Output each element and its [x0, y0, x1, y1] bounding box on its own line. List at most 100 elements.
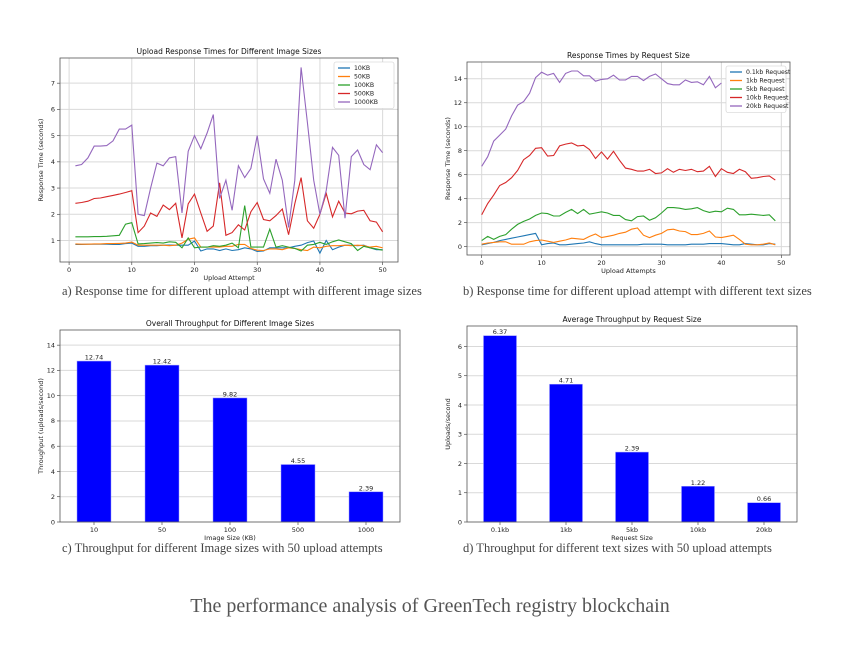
y-axis-label: Response Time (seconds): [444, 117, 452, 200]
y-tick-label: 6: [51, 106, 55, 114]
y-tick-label: 2: [51, 211, 55, 219]
legend-label: 500KB: [354, 91, 374, 98]
y-tick-label: 3: [51, 184, 55, 192]
legend-label: 0.1kb Request: [746, 69, 791, 76]
legend-box: [333, 61, 395, 109]
bar-20kb: [747, 502, 781, 523]
x-axis-label: Upload Attempts: [601, 267, 656, 275]
y-axis-label: Response Time (seconds): [37, 119, 45, 202]
y-tick-label: 12: [47, 367, 55, 375]
bar-500: [280, 464, 316, 523]
legend-label: 50KB: [354, 74, 370, 81]
x-tick-label: 30: [657, 259, 665, 267]
bar-value-label: 4.71: [559, 377, 573, 385]
bar-10: [76, 360, 112, 523]
y-tick-label: 6: [458, 343, 462, 351]
series-line-1kb-request: [481, 227, 776, 246]
y-tick-label: 1: [51, 237, 55, 245]
caption-b: b) Response time for different upload at…: [463, 284, 812, 298]
x-axis-label: Upload Attempt: [203, 274, 255, 282]
series-line-20kb-request: [481, 70, 722, 167]
caption-d: d) Throughput for different text sizes w…: [463, 541, 772, 555]
x-tick-label: 50: [158, 526, 166, 534]
caption-a: a) Response time for different upload at…: [62, 284, 422, 298]
y-tick-label: 8: [458, 147, 462, 155]
y-tick-label: 2: [458, 219, 462, 227]
x-tick-label: 10: [128, 266, 136, 274]
bar-50: [144, 364, 180, 523]
y-tick-label: 4: [458, 195, 462, 203]
bar-1kb: [549, 383, 583, 523]
series-line-50kb: [75, 237, 383, 252]
y-tick-label: 0: [458, 518, 462, 526]
series-line-10kb: [75, 239, 383, 255]
chart-title: Overall Throughput for Different Image S…: [146, 319, 314, 328]
legend-label: 20kb Request: [746, 103, 789, 110]
chart-2: 0 2 4 6 8 10 12 14 0 10 20 30 40 50 0.1kb Request 1kb R…: [444, 51, 791, 275]
legend-label: 10kb Request: [746, 95, 789, 102]
y-tick-label: 6: [51, 443, 55, 451]
y-tick-label: 8: [51, 417, 55, 425]
chart-3: 0 2 4 6 8 10 12 14 12.74 10 12.42 50 9.82 100 4.55 500 2…: [37, 319, 401, 542]
x-tick-label: 10kb: [690, 526, 706, 534]
x-tick-label: 500: [292, 526, 304, 534]
y-tick-label: 0: [51, 518, 55, 526]
bar-100: [212, 397, 248, 523]
bar-1000: [348, 491, 384, 523]
x-tick-label: 20: [597, 259, 605, 267]
series-line-5kb-request: [481, 207, 776, 242]
y-axis-label: Uploads/second: [444, 398, 452, 450]
bar-value-label: 0.66: [757, 495, 771, 503]
series-line-100kb: [75, 205, 383, 252]
y-tick-label: 1: [458, 489, 462, 497]
x-tick-label: 1kb: [560, 526, 572, 534]
bar-10kb: [681, 486, 715, 523]
chart-title: Upload Response Times for Different Imag…: [137, 47, 322, 56]
legend-label: 1kb Request: [746, 78, 785, 85]
y-tick-label: 4: [458, 401, 462, 409]
x-tick-label: 40: [316, 266, 324, 274]
x-tick-label: 20kb: [756, 526, 772, 534]
x-tick-label: 40: [717, 259, 725, 267]
y-tick-label: 4: [51, 468, 55, 476]
chart-4: 0 1 2 3 4 5 6 6.37 0.1kb 4.71 1kb 2.39 5kb 1.22 10kb 0.…: [444, 315, 798, 542]
bar-value-label: 1.22: [691, 479, 705, 487]
x-tick-label: 10: [90, 526, 98, 534]
plot-frame: [59, 329, 401, 523]
bar-value-label: 6.37: [493, 328, 507, 336]
y-tick-label: 10: [47, 392, 55, 400]
plot-frame: [466, 61, 791, 256]
bar-5kb: [615, 451, 649, 523]
y-tick-label: 5: [51, 132, 55, 140]
x-tick-label: 1000: [358, 526, 375, 534]
x-tick-label: 50: [378, 266, 386, 274]
legend-box: [725, 65, 787, 113]
x-axis-label: Image Size (KB): [204, 534, 256, 542]
y-tick-label: 12: [454, 99, 462, 107]
y-tick-label: 6: [458, 171, 462, 179]
x-tick-label: 0.1kb: [491, 526, 509, 534]
chart-title: Average Throughput by Request Size: [563, 315, 702, 324]
bar-0.1kb: [483, 335, 517, 523]
legend-label: 1000KB: [354, 99, 378, 106]
chart-title: Response Times by Request Size: [567, 51, 690, 60]
bar-value-label: 2.39: [359, 484, 373, 492]
y-tick-label: 4: [51, 158, 55, 166]
y-tick-label: 14: [47, 341, 55, 349]
bar-value-label: 9.82: [223, 390, 237, 398]
legend-label: 10KB: [354, 65, 370, 72]
x-tick-label: 5kb: [626, 526, 638, 534]
y-tick-label: 5: [458, 372, 462, 380]
series-line-1000kb: [75, 67, 384, 228]
x-tick-label: 10: [537, 259, 545, 267]
y-tick-label: 2: [51, 493, 55, 501]
legend-label: 5kb Request: [746, 86, 785, 93]
bar-value-label: 4.55: [291, 457, 305, 465]
y-tick-label: 10: [454, 123, 462, 131]
x-tick-label: 0: [67, 266, 71, 274]
x-tick-label: 50: [777, 259, 785, 267]
